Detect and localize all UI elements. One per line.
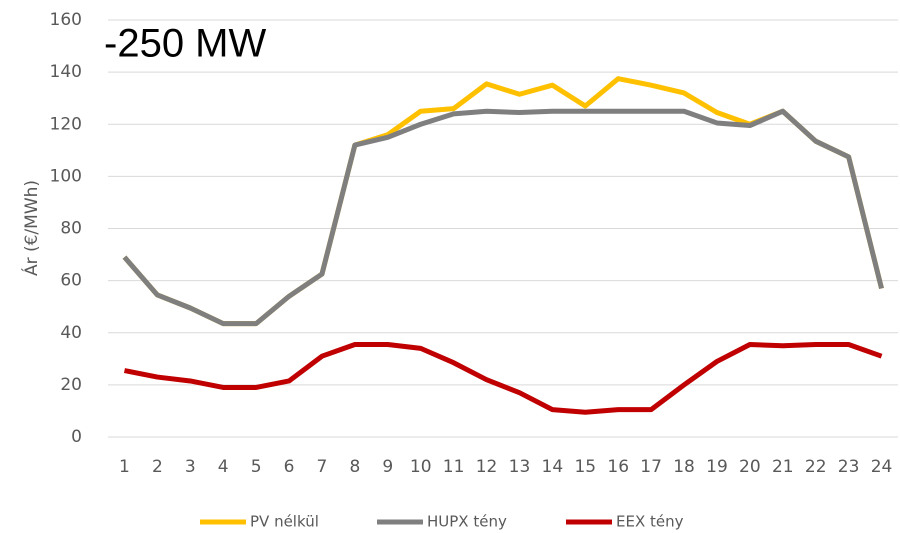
x-tick-label: 10 (410, 457, 432, 477)
y-tick-label: 0 (71, 427, 82, 447)
y-tick-label: 80 (60, 219, 82, 239)
x-tick-label: 22 (805, 457, 827, 477)
x-tick-label: 13 (509, 457, 531, 477)
y-axis-label: Ár (€/MWh) (20, 180, 42, 276)
x-tick-label: 11 (443, 457, 465, 477)
x-tick-label: 1 (119, 457, 130, 477)
legend-label: PV nélkül (250, 513, 319, 531)
y-tick-label: 40 (60, 323, 82, 343)
x-tick-label: 6 (284, 457, 295, 477)
x-tick-label: 17 (640, 457, 662, 477)
x-tick-label: 24 (871, 457, 893, 477)
x-tick-label: 9 (382, 457, 393, 477)
x-tick-label: 19 (706, 457, 728, 477)
line-series (122, 108, 884, 327)
y-tick-label: 160 (50, 10, 82, 30)
x-tick-label: 8 (349, 457, 360, 477)
y-tick-label: 60 (60, 271, 82, 291)
x-tick-label: 4 (218, 457, 229, 477)
y-tick-label: 20 (60, 375, 82, 395)
x-tick-label: 3 (185, 457, 196, 477)
y-tick-label: 100 (50, 166, 82, 186)
x-tick-label: 16 (607, 457, 629, 477)
line-series (123, 341, 883, 415)
y-tick-label: 120 (50, 114, 82, 134)
legend-label: EEX tény (616, 513, 684, 531)
annotation: -250 MW (104, 22, 266, 66)
x-tick-label: 20 (739, 457, 761, 477)
x-tick-label: 5 (251, 457, 262, 477)
x-tick-label: 2 (152, 457, 163, 477)
x-tick-label: 14 (542, 457, 564, 477)
x-tick-label: 21 (772, 457, 794, 477)
x-tick-label: 15 (574, 457, 596, 477)
x-tick-label: 23 (838, 457, 860, 477)
x-tick-label: 12 (476, 457, 498, 477)
x-tick-label: 18 (673, 457, 695, 477)
y-tick-label: 140 (50, 62, 82, 82)
legend-label: HUPX tény (427, 513, 507, 531)
x-tick-label: 7 (317, 457, 328, 477)
